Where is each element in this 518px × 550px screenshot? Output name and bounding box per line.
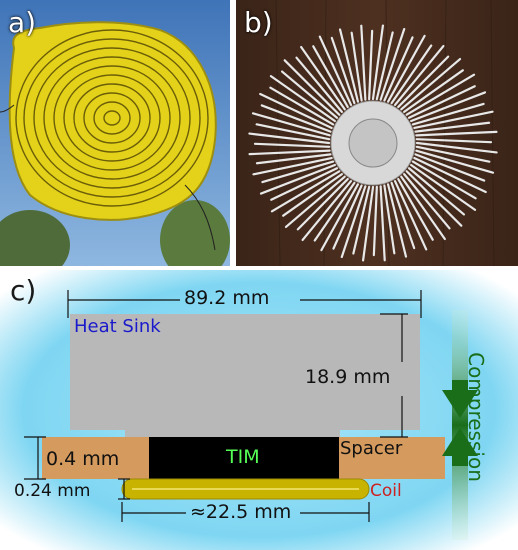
- heat-sink-fin: [312, 45, 349, 109]
- heat-sink-fin: [410, 163, 477, 211]
- spiral-coil-photo: [0, 0, 230, 266]
- heat-sink-fin: [260, 104, 332, 133]
- heat-sink-fin: [282, 173, 343, 217]
- heat-sink-fin: [411, 102, 485, 126]
- heat-sink-fin: [350, 31, 363, 102]
- heat-sink-fin: [259, 163, 336, 195]
- heat-sink-fin: [261, 160, 335, 184]
- heat-sink-fin: [340, 185, 367, 259]
- heat-sink-fin: [403, 173, 451, 230]
- heat-sink-fin: [414, 153, 486, 182]
- heat-sink-fin: [397, 55, 450, 109]
- heat-sink-fin: [252, 156, 333, 176]
- heat-sink-fin: [313, 181, 356, 242]
- heat-sink-fin: [371, 24, 385, 101]
- dim-spacer-label: 0.4 mm: [46, 448, 120, 470]
- heat-sink-fin: [403, 69, 464, 113]
- heat-sink-fin: [283, 59, 341, 116]
- heat-sink-fin: [390, 181, 416, 250]
- heat-sink-fin: [248, 132, 331, 145]
- dim-coil-diameter-label: ≈22.5 mm: [190, 501, 292, 523]
- heat-sink-fin: [414, 121, 491, 133]
- heat-sink-fin: [259, 92, 333, 130]
- heat-sink-fin: [251, 112, 331, 137]
- dim-coil-thickness-label: 0.24 mm: [14, 481, 91, 501]
- heat-sink-fin: [301, 180, 353, 242]
- heat-sink-fin: [386, 34, 426, 103]
- heat-sink-fin: [405, 73, 476, 116]
- heat-sink-fin: [284, 175, 346, 229]
- heat-sink-fin: [415, 145, 491, 163]
- heat-sink-shape: [70, 314, 420, 437]
- dim-width-label: 89.2 mm: [184, 287, 270, 309]
- panel-label-c: c): [10, 274, 37, 307]
- heat-sink-fin: [411, 160, 477, 200]
- panel-label-a: a): [8, 6, 37, 39]
- heat-sink-fin: [360, 24, 367, 101]
- heat-sink-fin: [379, 185, 386, 262]
- dim-height-label: 18.9 mm: [305, 366, 391, 388]
- heat-sink-fin: [390, 44, 433, 105]
- heat-sink-fin: [393, 180, 428, 251]
- heat-sink-fin: [368, 29, 374, 101]
- heat-sink-fin: [393, 44, 445, 106]
- spacer-right: [338, 437, 445, 479]
- tim-block: [149, 437, 339, 479]
- heat-sink-fin: [379, 27, 406, 101]
- heat-sink-fin: [280, 70, 339, 119]
- heat-sink-fin: [330, 36, 356, 105]
- heat-sink-fin: [255, 123, 331, 141]
- heat-sink-fin: [413, 156, 487, 194]
- heat-sink-fin: [352, 185, 371, 255]
- heat-sink-fin: [320, 183, 360, 252]
- compression-arrow-down: [442, 380, 478, 418]
- heat-sink-fin: [332, 184, 363, 250]
- photo-panel-a: a): [0, 0, 230, 266]
- heat-sink-fin: [386, 183, 408, 258]
- compression-arrow-up: [442, 428, 478, 466]
- diagram-panel-c: c) 89.2 mm Heat Sink 18.9 mm 0.4 mm TIM …: [0, 270, 518, 550]
- heat-sink-fin: [295, 56, 343, 113]
- heat-sink-fin: [270, 170, 341, 213]
- spacer-label: Spacer: [340, 438, 403, 459]
- heat-sink-fin: [415, 130, 498, 137]
- heat-sink-fin: [253, 142, 331, 148]
- heat-sink-fin: [269, 86, 335, 126]
- heat-sink-fin: [269, 75, 336, 123]
- heat-sink-fin: [407, 85, 476, 119]
- heat-sink-fin: [255, 153, 332, 165]
- heat-sink-fin: [383, 36, 414, 102]
- heat-sink-fin: [372, 185, 378, 257]
- photo-panel-b: b): [236, 0, 518, 266]
- heat-sink-fin: [248, 149, 331, 156]
- heat-sink-fin: [397, 177, 434, 241]
- heat-sink-fin: [407, 167, 466, 216]
- heat-sink-fin: [375, 31, 394, 101]
- coil-label: Coil: [370, 481, 402, 501]
- panel-label-b: b): [244, 6, 273, 39]
- heat-sink-fin: [270, 167, 339, 201]
- heat-sink-fin: [296, 177, 349, 231]
- heat-sink-fin: [361, 185, 375, 262]
- heat-sink-fin: [415, 149, 495, 174]
- heat-sink-fin: [415, 141, 498, 154]
- compression-label: Compression: [464, 352, 488, 482]
- heat-sink-fin: [405, 170, 463, 227]
- spacer-left: [42, 437, 150, 479]
- cross-section-diagram: [0, 270, 518, 550]
- heat-sink-fin: [400, 57, 462, 111]
- heat-sink-fin: [410, 91, 487, 123]
- tim-label: TIM: [226, 446, 260, 468]
- heat-sink-fin: [400, 175, 446, 241]
- heat-sink-fin: [415, 138, 493, 144]
- heat-sink-fin: [413, 110, 494, 130]
- heat-sink-fin: [338, 28, 360, 103]
- heat-sink-fin: [300, 45, 346, 111]
- heat-sink-photo: [236, 0, 518, 266]
- heat-sink-fin: [383, 184, 396, 255]
- heat-sink-label: Heat Sink: [74, 316, 161, 337]
- heat-sink-fin: [318, 35, 353, 106]
